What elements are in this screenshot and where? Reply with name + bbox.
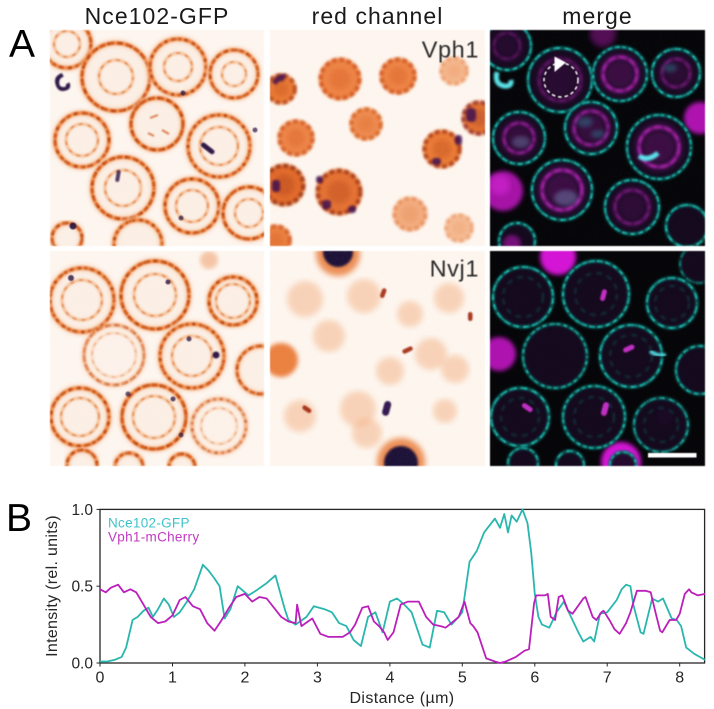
svg-text:Distance (µm): Distance (µm) bbox=[349, 690, 454, 707]
svg-text:4: 4 bbox=[385, 670, 394, 687]
svg-text:5: 5 bbox=[458, 670, 467, 687]
svg-text:Vph1-mCherry: Vph1-mCherry bbox=[108, 530, 199, 545]
svg-text:1: 1 bbox=[168, 670, 177, 687]
svg-text:0.0: 0.0 bbox=[71, 656, 93, 673]
svg-text:6: 6 bbox=[530, 670, 539, 687]
svg-text:2: 2 bbox=[240, 670, 249, 687]
svg-text:Nce102-GFP: Nce102-GFP bbox=[108, 516, 190, 531]
svg-text:1.0: 1.0 bbox=[71, 502, 93, 519]
svg-text:7: 7 bbox=[603, 670, 612, 687]
svg-text:0.5: 0.5 bbox=[71, 579, 93, 596]
svg-text:3: 3 bbox=[313, 670, 322, 687]
svg-text:8: 8 bbox=[675, 670, 684, 687]
svg-text:Intensity (rel. units): Intensity (rel. units) bbox=[44, 515, 61, 657]
svg-text:0: 0 bbox=[96, 670, 105, 687]
